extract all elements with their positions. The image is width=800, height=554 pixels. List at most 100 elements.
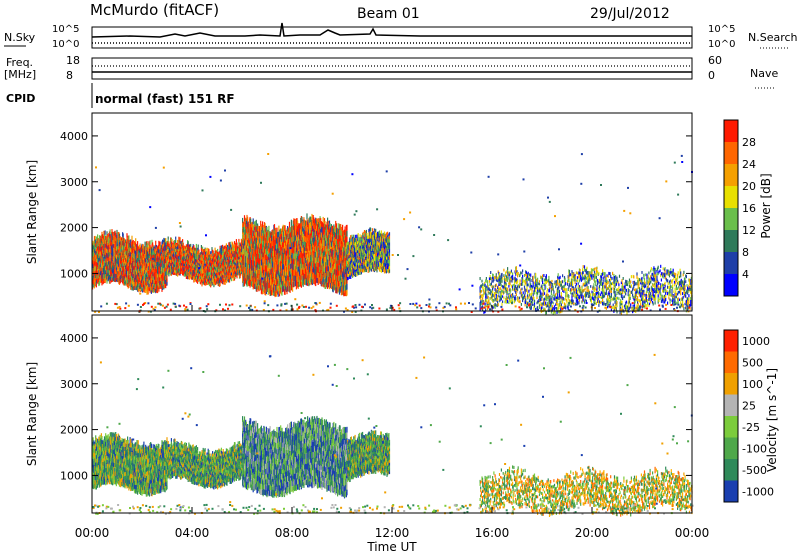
echo-cell — [197, 247, 199, 251]
echo-cell — [232, 265, 234, 269]
echo-cell — [112, 232, 114, 237]
echo-cell — [247, 237, 249, 243]
echo-cell — [193, 279, 196, 283]
echo-cell — [101, 280, 103, 286]
echo-cell — [190, 243, 192, 247]
echo-cell — [242, 259, 244, 265]
echo-cell — [237, 273, 239, 276]
nave-label: Nave — [750, 67, 778, 80]
echo-cell — [105, 262, 107, 267]
echo-cell — [232, 262, 234, 266]
echo-cell — [135, 275, 137, 280]
echo-cell — [212, 259, 214, 262]
nsearch-tick-bottom: 10^0 — [708, 39, 735, 50]
echo-cell — [220, 259, 222, 263]
echo-cell — [95, 243, 97, 248]
echo-cell — [142, 286, 144, 291]
echo-cell — [257, 268, 259, 274]
echo-cell — [137, 287, 139, 291]
echo-cell — [262, 227, 264, 233]
echo-cell — [190, 252, 192, 255]
echo-cell — [212, 281, 214, 285]
echo-cell — [117, 236, 119, 241]
echo-cell — [205, 273, 207, 277]
echo-cell — [97, 253, 99, 258]
echo-cell — [270, 269, 272, 275]
echo-cell — [112, 272, 114, 277]
echo-cell — [131, 258, 133, 263]
echo-cell — [167, 249, 169, 253]
echo-cell — [107, 250, 109, 255]
echo-cell — [200, 281, 202, 285]
echo-cell — [132, 252, 134, 257]
echo-cell — [232, 268, 234, 272]
echo-cell — [215, 264, 217, 268]
echo-cell — [100, 247, 102, 252]
echo-cell — [97, 238, 99, 242]
echo-cell — [265, 231, 267, 238]
echo-cell — [162, 280, 164, 285]
echo-cell — [170, 259, 172, 263]
echo-cell — [235, 251, 237, 255]
echo-cell — [135, 250, 137, 255]
echo-cell — [117, 248, 119, 253]
echo-cell — [115, 241, 117, 246]
echo-cell — [134, 286, 136, 290]
echo-cell — [194, 274, 196, 278]
echo-cell — [145, 250, 147, 255]
echo-cell — [267, 284, 269, 290]
echo-cell — [206, 257, 208, 261]
echo-cell — [240, 254, 242, 257]
echo-cell — [177, 268, 179, 271]
echo-cell — [215, 256, 217, 260]
echo-cell — [260, 238, 262, 244]
echo-cell — [260, 255, 262, 261]
echo-cell — [130, 281, 132, 286]
echo-cell — [97, 269, 99, 273]
echo-cell — [210, 281, 212, 285]
echo-cell — [240, 270, 242, 273]
echo-cell — [262, 288, 264, 295]
echo-cell — [132, 278, 134, 283]
echo-cell — [222, 278, 224, 282]
echo-cell — [182, 266, 184, 270]
echo-cell — [170, 246, 172, 251]
echo-cell — [117, 278, 119, 283]
echo-cell — [160, 277, 162, 281]
echo-cell — [167, 264, 169, 268]
echo-cell — [120, 248, 122, 253]
echo-cell — [255, 225, 257, 232]
echo-cell — [150, 257, 152, 262]
echo-cell — [267, 251, 269, 257]
echo-cell — [225, 257, 227, 261]
echo-cell — [247, 268, 249, 275]
echo-cell — [92, 256, 94, 261]
echo-cell — [105, 251, 107, 256]
echo-cell — [157, 263, 159, 268]
echo-cell — [257, 257, 259, 264]
echo-cell — [177, 249, 179, 252]
echo-cell — [110, 234, 112, 239]
echo-cell — [130, 256, 132, 261]
echo-cell — [219, 282, 221, 287]
echo-cell — [195, 270, 197, 274]
echo-cell — [242, 221, 244, 228]
echo-cell — [172, 269, 174, 273]
echo-cell — [225, 246, 227, 250]
echo-cell — [236, 275, 238, 279]
echo-cell — [152, 264, 154, 269]
echo-cell — [240, 251, 242, 255]
echo-cell — [135, 279, 137, 284]
echo-cell — [201, 283, 203, 287]
echo-cell — [212, 273, 214, 276]
echo-cell — [205, 270, 207, 274]
echo-cell — [102, 243, 104, 248]
echo-cell — [225, 278, 227, 282]
echo-cell — [290, 219, 292, 226]
echo-cell — [225, 251, 227, 255]
echo-cell — [177, 246, 179, 250]
echo-cell — [346, 224, 348, 231]
echo-cell — [137, 254, 139, 258]
echo-cell — [190, 257, 192, 261]
echo-cell — [95, 250, 97, 255]
